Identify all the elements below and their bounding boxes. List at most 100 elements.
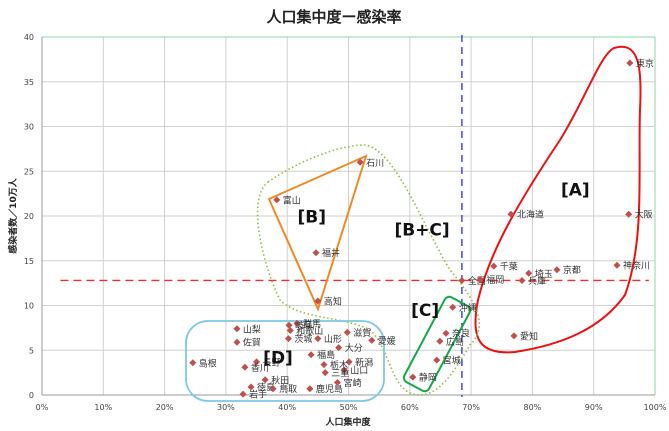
data-point-marker <box>189 359 197 367</box>
data-point-marker <box>286 327 294 335</box>
data-point-marker <box>490 262 498 270</box>
data-point-label: 石川 <box>366 159 384 169</box>
data-point-label: 愛媛 <box>378 335 396 347</box>
group-d-outline <box>185 320 385 402</box>
data-point-marker <box>233 338 241 346</box>
x-tick-label: 100% <box>644 403 667 412</box>
data-point-marker <box>507 210 515 218</box>
data-point-marker <box>239 390 247 398</box>
data-point-label: 山口 <box>350 365 368 376</box>
x-tick-label: 40% <box>278 403 296 412</box>
data-point-label: 滋賀 <box>353 327 371 339</box>
data-point-marker <box>314 335 322 343</box>
y-tick-label: 10 <box>24 302 34 311</box>
data-point-marker <box>284 335 292 343</box>
data-point-marker <box>333 378 341 386</box>
x-tick-label: 80% <box>524 403 542 412</box>
data-point-label: 沖縄 <box>459 302 477 314</box>
x-tick-label: 0% <box>36 403 49 412</box>
group-annotation-label: [D] <box>263 349 293 369</box>
data-point-marker <box>253 358 261 366</box>
data-point-marker <box>321 369 329 377</box>
data-point-label: 北海道 <box>517 209 544 221</box>
data-point-label: 群馬 <box>303 318 321 330</box>
data-point-label: 長野 <box>263 357 281 368</box>
data-point-marker <box>345 358 353 366</box>
data-point-label: 福島 <box>317 349 335 361</box>
data-point-marker <box>613 261 621 269</box>
data-point-label: 大阪 <box>635 209 653 221</box>
data-point-marker <box>433 356 441 364</box>
data-point-label: 埼玉 <box>535 268 553 280</box>
y-tick-label: 15 <box>24 257 34 266</box>
data-point-label: 兵庫 <box>528 275 546 287</box>
data-point-label: 神奈川 <box>623 260 650 272</box>
data-point-marker <box>553 266 561 274</box>
data-point-marker <box>476 276 484 284</box>
group-b-outline <box>267 154 368 312</box>
y-tick-label: 35 <box>24 78 34 87</box>
data-point-marker <box>356 158 364 166</box>
y-axis-label: 感染者数／10万人 <box>7 177 19 254</box>
data-point-marker <box>458 276 466 284</box>
x-tick-label: 50% <box>340 403 358 412</box>
data-point-marker <box>625 210 633 218</box>
data-point-marker <box>273 196 281 204</box>
data-point-label: 福岡 <box>486 274 504 286</box>
y-tick-label: 40 <box>24 33 34 42</box>
data-point-marker <box>312 249 320 257</box>
data-point-label: 茨城 <box>294 333 312 345</box>
x-tick-label: 30% <box>217 403 235 412</box>
data-point-label: 宮城 <box>443 355 461 367</box>
data-point-label: 島根 <box>199 357 217 369</box>
data-point-marker <box>269 385 277 393</box>
data-point-marker <box>626 59 634 67</box>
data-point-marker <box>525 269 533 277</box>
data-point-marker <box>314 297 322 305</box>
data-point-label: 福井 <box>322 247 340 259</box>
data-point-marker <box>409 373 417 381</box>
y-tick-label: 25 <box>24 167 34 176</box>
data-point-label: 広島 <box>446 336 464 348</box>
chart-title: 人口集中度ー感染率 <box>266 8 401 26</box>
group-annotation-label: [B+C] <box>394 221 449 241</box>
data-point-label: 徳島 <box>257 381 275 393</box>
data-point-marker <box>340 366 348 374</box>
data-point-marker <box>442 329 450 337</box>
data-point-label: 山梨 <box>243 323 261 335</box>
data-point-label: 奈良 <box>452 328 470 340</box>
data-point-label: 三重 <box>331 367 349 379</box>
data-point-marker <box>306 385 314 393</box>
x-tick-label: 70% <box>462 403 480 412</box>
data-point-label: 岩手 <box>249 389 267 401</box>
data-point-marker <box>449 303 457 311</box>
x-tick-label: 10% <box>94 403 112 412</box>
data-point-marker <box>343 328 351 336</box>
data-point-marker <box>247 383 255 391</box>
data-point-label: 全国 <box>468 275 486 287</box>
data-point-label: 鳥取 <box>279 383 297 395</box>
data-point-label: 香川 <box>251 363 269 374</box>
x-tick-label: 60% <box>401 403 419 412</box>
data-point-label: 山形 <box>324 333 342 345</box>
x-tick-label: 20% <box>156 403 174 412</box>
data-point-marker <box>510 332 518 340</box>
data-point-label: 宮崎 <box>343 377 361 389</box>
data-point-label: 静岡 <box>419 372 437 384</box>
data-point-marker <box>436 337 444 345</box>
x-tick-label: 90% <box>585 403 603 412</box>
data-point-label: 和歌山 <box>296 325 323 337</box>
data-point-label: 鹿児島 <box>316 383 343 395</box>
data-point-label: 大分 <box>345 342 363 354</box>
data-point-marker <box>518 276 526 284</box>
y-tick-label: 20 <box>24 212 34 221</box>
data-point-marker <box>241 363 249 371</box>
group-c-outline <box>402 295 472 393</box>
data-point-label: 京都 <box>563 264 581 276</box>
group-a-outline <box>474 45 642 354</box>
group-annotation-label: [C] <box>411 301 439 321</box>
group-annotation-label: [B] <box>297 207 326 227</box>
data-point-label: 富山 <box>283 194 301 206</box>
data-point-marker <box>293 319 301 327</box>
